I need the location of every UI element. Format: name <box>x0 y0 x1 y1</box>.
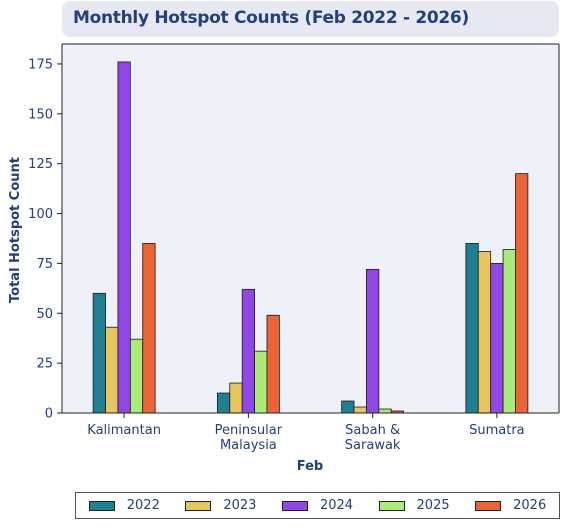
legend-label: 2023 <box>223 498 257 513</box>
y-tick-label: 100 <box>28 207 53 222</box>
bar-2023-kalimantan <box>105 326 119 414</box>
x-tick-label: Sumatra <box>469 423 525 438</box>
bar-2023-sumatra <box>477 251 492 414</box>
legend-item-2022: 2022 <box>88 498 160 513</box>
bar-2022-kalimantan <box>92 292 106 414</box>
x-tick-label: Kalimantan <box>87 423 161 438</box>
bar-2025-kalimantan <box>129 338 144 414</box>
legend-label: 2024 <box>319 498 354 513</box>
bars-layer <box>92 61 529 414</box>
x-tick-label: Sarawak <box>345 438 401 453</box>
x-tick-label: Malaysia <box>220 438 277 453</box>
x-tick-label: Sabah & <box>345 423 400 438</box>
bar-2022-peninsular-malaysia <box>216 392 231 414</box>
chart-title: Monthly Hotspot Counts (Feb 2022 - 2026) <box>73 8 469 28</box>
bar-2026-kalimantan <box>142 243 156 414</box>
y-tick-label: 25 <box>36 357 53 372</box>
y-tick-label: 75 <box>36 257 53 272</box>
y-axis-title: Total Hotspot Count <box>8 157 23 303</box>
y-tick-label: 125 <box>28 157 53 172</box>
bar-2022-sabah-sarawak <box>341 400 355 414</box>
bar-2022-sumatra <box>465 243 479 414</box>
legend-swatch <box>88 500 115 511</box>
legend-swatch <box>185 500 212 511</box>
legend-item-2026: 2026 <box>475 498 546 513</box>
bar-2023-sabah-sarawak <box>353 406 367 414</box>
bar-2024-kalimantan <box>117 61 131 414</box>
legend-swatch <box>378 500 405 511</box>
legend-swatch <box>281 500 308 511</box>
bar-2025-peninsular-malaysia <box>254 350 268 414</box>
bar-2024-sumatra <box>490 263 504 414</box>
y-ticks: 0 25 50 75 100 125 150 175 <box>28 57 62 422</box>
bar-2023-peninsular-malaysia <box>229 382 243 414</box>
legend: 2022 2023 2024 2025 2026 <box>75 492 560 519</box>
legend-item-2023: 2023 <box>185 498 256 513</box>
legend-label: 2022 <box>126 498 160 513</box>
legend-swatch <box>475 500 502 511</box>
x-tick-label: Peninsular <box>215 423 283 438</box>
y-tick-label: 175 <box>28 57 53 72</box>
bar-chart: 0 25 50 75 100 125 150 175 Kalimantan Peninsular… <box>8 43 560 474</box>
chart-title-box: Monthly Hotspot Counts (Feb 2022 - 2026) <box>62 1 559 37</box>
y-tick-label: 50 <box>36 307 53 322</box>
y-tick-label: 0 <box>45 407 53 422</box>
bar-2026-peninsular-malaysia <box>266 314 280 414</box>
legend-item-2025: 2025 <box>378 498 450 513</box>
legend-label: 2025 <box>416 498 450 513</box>
bar-2024-sabah-sarawak <box>366 268 380 414</box>
bar-2025-sabah-sarawak <box>378 408 392 414</box>
bar-2026-sumatra <box>515 173 529 414</box>
legend-label: 2026 <box>513 498 547 513</box>
legend-item-2024: 2024 <box>281 498 354 513</box>
y-tick-label: 150 <box>28 107 53 122</box>
x-axis-title: Feb <box>297 459 323 474</box>
bar-2025-sumatra <box>502 249 516 414</box>
bar-2024-peninsular-malaysia <box>241 288 255 414</box>
